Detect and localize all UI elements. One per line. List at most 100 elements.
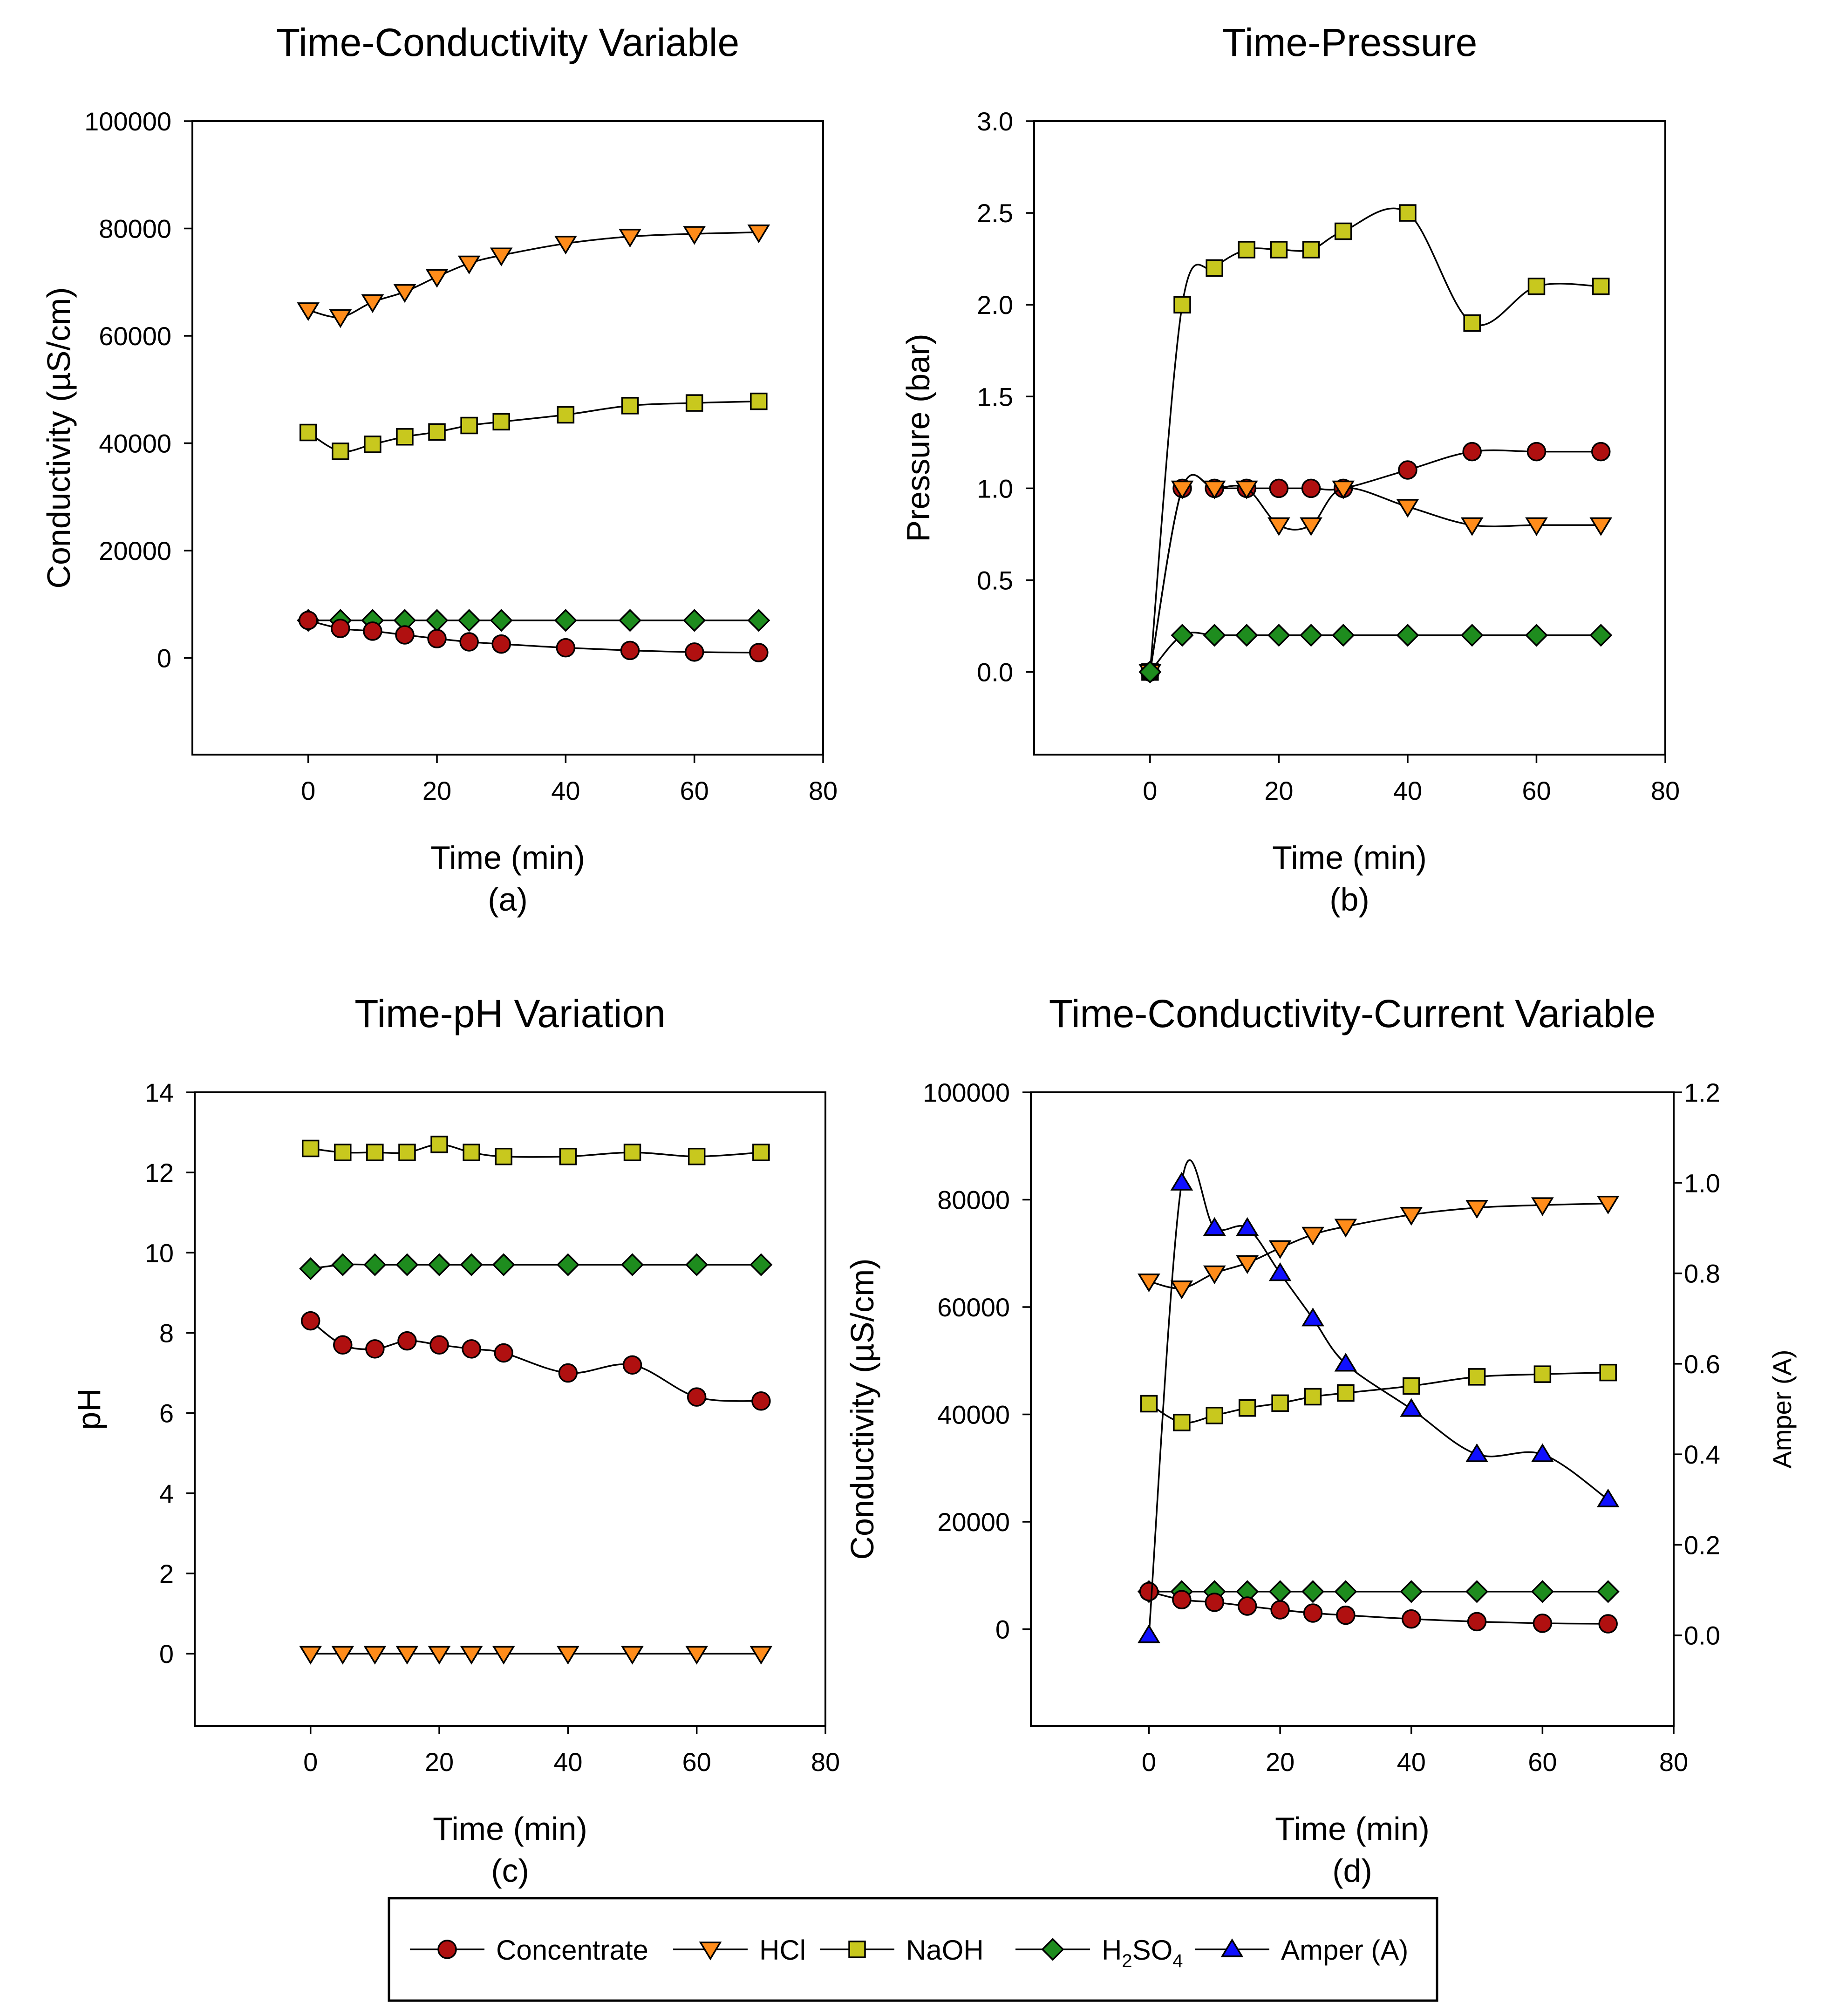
data-point-conc [558,1363,578,1383]
data-point-amp [1596,1488,1620,1507]
data-point-hcl [621,1646,644,1665]
data-point-conc [365,1339,385,1359]
series-conc [300,1311,771,1411]
data-point-naoh [398,1144,416,1161]
data-point-naoh [1337,1384,1355,1402]
data-point-hcl [492,1646,515,1665]
data-point-conc [331,619,350,638]
legend-item-conc: Concentrate [410,1934,648,1966]
data-point-conc [363,621,382,641]
series-naoh [301,1136,770,1165]
data-point-amp [1170,1171,1193,1191]
data-point-naoh [621,397,639,415]
data-point-conc [298,611,318,630]
data-point-naoh [1206,1407,1224,1424]
data-point-hcl [428,1646,451,1665]
data-point-hcl [1589,517,1613,536]
data-point-hcl [556,1646,579,1665]
data-point-conc [300,1311,320,1331]
data-point-conc [1336,1605,1356,1625]
data-point-naoh [1304,1388,1322,1406]
legend-item-h2so4: H2SO4 [1015,1934,1183,1971]
chart-title: Time-pH Variation [354,992,666,1035]
data-point-h2so4 [457,609,481,632]
data-point-hcl [1596,1195,1620,1215]
plot-frame [194,1091,826,1727]
data-point-naoh [688,1147,706,1165]
data-point-conc [427,629,447,648]
y2-tick-label: 0.4 [1684,1440,1720,1469]
data-point-h2so4 [1531,1580,1554,1603]
data-point-amp [1301,1308,1324,1327]
data-point-hcl [1236,1255,1259,1274]
chart-panel-c: Time-pH Variation 0 20 40 60 80 0 2 4 6 8 10 12 14 Tim… [71,992,840,1889]
data-point-conc [684,642,704,662]
data-point-hcl [329,309,352,328]
data-point-h2so4 [556,1253,579,1276]
data-point-hcl [1400,1207,1423,1226]
legend-label: Amper (A) [1281,1934,1408,1966]
data-point-naoh [334,1144,352,1161]
y-axis-label: Conductivity (µS/cm) [41,287,77,588]
series-naoh [1141,204,1610,681]
data-point-conc [687,1387,707,1407]
x-tick-label: 40 [1397,1747,1426,1777]
data-point-hcl [1268,1240,1292,1259]
x-axis-label: Time (min) [433,1811,587,1847]
x-tick-label: 0 [303,1747,318,1777]
legend-item-hcl: HCl [673,1934,806,1966]
data-point-h2so4 [425,609,449,632]
data-point-naoh [623,1144,641,1161]
data-point-conc [1401,1609,1421,1629]
data-point-conc [1526,442,1547,462]
data-point-hcl [1171,480,1194,499]
data-point-h2so4 [1332,624,1355,647]
chart-panel-a: Time-Conductivity Variable 0 20 40 60 80 0 2000… [41,20,838,918]
data-point-naoh [1599,1363,1617,1382]
series-hcl [297,224,770,328]
series-conc [1140,442,1611,682]
y2-tick-label: 1.2 [1684,1078,1720,1107]
data-point-naoh [463,1144,480,1161]
panel-label: (b) [1329,881,1370,918]
data-point-h2so4 [620,1253,644,1276]
data-point-h2so4 [460,1253,483,1276]
plot-frame [1033,120,1666,756]
y-tick-label: 20000 [99,536,171,565]
data-point-h2so4 [1596,1580,1620,1603]
data-point-h2so4 [428,1253,451,1276]
data-point-hcl [460,1646,483,1665]
data-point-hcl [490,247,513,266]
data-point-conc [1398,460,1417,480]
y2-tick-label: 0.8 [1684,1259,1720,1288]
data-point-naoh [1173,296,1191,313]
series-amp [1138,1159,1620,1643]
data-point-hcl [1170,1280,1193,1300]
legend-label: Concentrate [496,1934,648,1966]
data-point-conc [1270,1600,1290,1620]
data-point-naoh [1173,1414,1191,1431]
data-point-hcl [1460,517,1484,536]
data-point-hcl [749,1646,773,1665]
panel-label: (d) [1332,1853,1372,1889]
legend: Concentrate HCl NaOH H2SO4 Amper (A) [388,1897,1438,2002]
data-point-hcl [1203,1265,1226,1284]
data-point-amp [1236,1217,1259,1236]
legend-marker-hcl [699,1941,722,1961]
data-point-naoh [495,1147,512,1165]
data-point-naoh [428,423,446,441]
data-point-h2so4 [1525,624,1548,647]
data-point-h2so4 [395,1253,419,1276]
legend-marker-conc [437,1940,457,1959]
y-tick-label: 2 [159,1559,174,1588]
data-point-conc [1533,1614,1553,1633]
legend-marker-naoh [848,1941,866,1958]
data-point-naoh [299,423,317,442]
data-point-hcl [363,1646,387,1665]
data-point-amp [1334,1353,1357,1372]
y-tick-label: 40000 [99,429,171,458]
data-point-amp [1465,1443,1488,1462]
panel-label: (a) [488,881,528,918]
data-point-naoh [332,443,349,460]
